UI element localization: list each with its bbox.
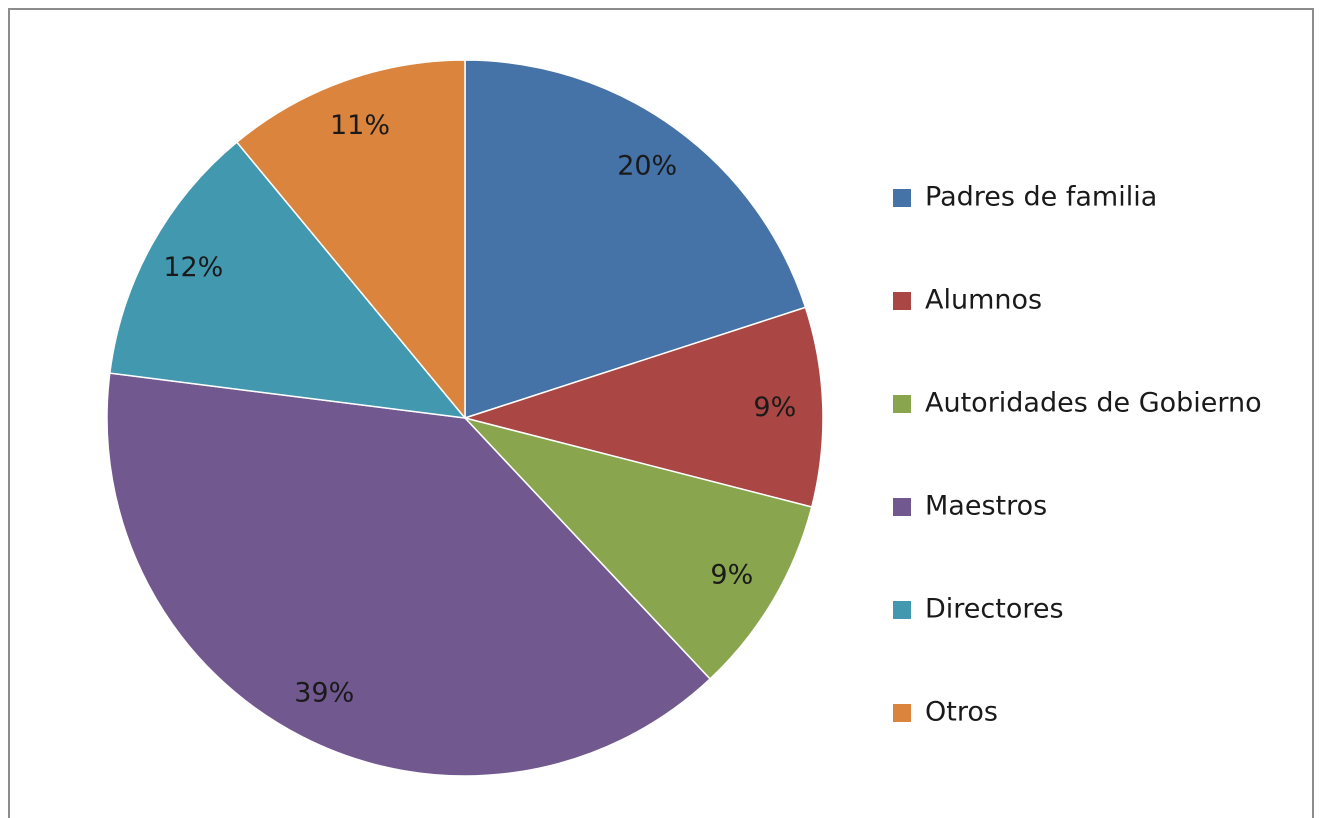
data-label: 11% <box>330 110 390 141</box>
legend-label: Otros <box>925 697 998 728</box>
data-label: 12% <box>163 252 223 283</box>
data-label: 39% <box>294 678 354 709</box>
legend-swatch <box>893 292 911 310</box>
data-label: 9% <box>753 392 796 423</box>
data-label: 9% <box>710 559 753 590</box>
chart-frame <box>8 8 1314 818</box>
pie-slice <box>464 59 807 420</box>
data-label: 20% <box>617 151 677 182</box>
legend-label: Directores <box>925 594 1064 625</box>
pie-slice <box>235 59 466 421</box>
legend-label: Padres de familia <box>925 182 1157 213</box>
legend-swatch <box>893 189 911 207</box>
pie-slice <box>106 372 712 777</box>
legend-label: Autoridades de Gobierno <box>925 388 1262 419</box>
legend-swatch <box>893 395 911 413</box>
pie-slice <box>108 141 467 419</box>
legend-swatch <box>893 704 911 722</box>
legend-label: Alumnos <box>925 285 1042 316</box>
pie-slice <box>462 306 824 508</box>
pie-slice <box>462 416 813 681</box>
legend-label: Maestros <box>925 491 1047 522</box>
legend-swatch <box>893 601 911 619</box>
legend-swatch <box>893 498 911 516</box>
